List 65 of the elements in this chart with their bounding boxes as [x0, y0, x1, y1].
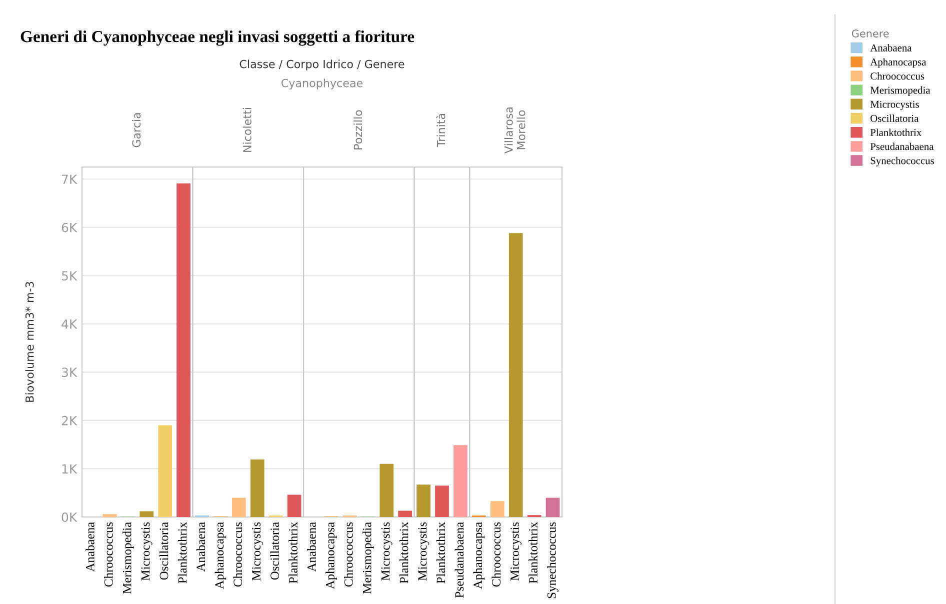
y-tick-label: 5K [62, 271, 78, 281]
x-tick-label: Microcystis [141, 522, 152, 581]
x-tick-label: Chroococcus [344, 522, 353, 587]
x-tick-label: Oscillatoria [159, 522, 168, 580]
category-label: Oscillatoria [870, 114, 919, 122]
x-tick-label: Chroococcus [104, 522, 113, 587]
x-tick-label: Planktothrix [399, 522, 408, 584]
category-label: Merismopedia [870, 86, 930, 96]
y-tick-label: 4K [62, 320, 78, 329]
bar [176, 183, 190, 517]
x-tick-label: Pseudanabaena [454, 522, 464, 598]
bar [398, 510, 412, 517]
x-tick-label: Microcystis [381, 522, 392, 581]
bar [380, 464, 394, 517]
chart-subtitle: Pozzillo [354, 110, 362, 150]
y-tick-label: 0K [62, 512, 78, 522]
bar [158, 425, 172, 517]
x-tick-label: Chroococcus [233, 522, 242, 587]
x-tick-label: Aphanocapsa [473, 522, 485, 590]
y-tick-label: 2K [62, 416, 78, 426]
x-tick-label: Planktothrix [528, 522, 538, 584]
x-tick-label: Anabaena [196, 522, 206, 572]
legend-title: Genere [852, 30, 889, 38]
x-tick-label: Anabaena [86, 522, 94, 572]
category-label: Chroococcus [870, 72, 924, 80]
bar [490, 501, 504, 517]
bar [508, 233, 523, 517]
chart-title: Generi di Cyanophyceae negli invasi soggetti a fioriture [20, 30, 414, 46]
x-tick-label: Aphanocapsa [326, 522, 337, 590]
x-tick-label: Planktothrix [288, 522, 298, 584]
x-tick-label: Anabaena [307, 522, 316, 572]
x-tick-label: Planktothrix [178, 522, 187, 584]
y-tick-label: 3K [62, 368, 78, 378]
chart-subtitle: Garcia [132, 113, 141, 148]
text: Classe / Corpo Idrico / Genere [240, 60, 404, 70]
category-label: Pseudanabaena [870, 142, 934, 150]
bar [102, 514, 117, 517]
bar [287, 494, 302, 517]
category-label: Planktothrix [870, 128, 922, 136]
x-tick-label: Merismopedia [362, 522, 374, 594]
x-tick-label: Merismopedia [122, 522, 134, 594]
category-label: Synechococcus [870, 156, 934, 166]
x-tick-label: Microcystis [510, 522, 522, 581]
bar [250, 460, 264, 517]
x-tick-label: Microcystis [418, 522, 430, 581]
y-tick-label: 1K [62, 464, 78, 474]
chart-subtitle: Nicoletti [242, 108, 252, 152]
category-label: Anabaena [870, 44, 912, 52]
bar [546, 498, 560, 517]
x-tick-label: Synechococcus [547, 522, 558, 598]
category-label: Aphanocapsa [870, 58, 926, 68]
x-tick-label: Chroococcus [492, 522, 501, 587]
y-tick-label: 6K [62, 222, 78, 232]
x-tick-label: Aphanocapsa [214, 522, 226, 590]
text: Cyanophyceae [282, 78, 363, 90]
category-label: Microcystis [870, 100, 919, 110]
x-tick-label: Oscillatoria [270, 522, 279, 580]
y-axis-title: Biovolume mm3* m-3 [25, 282, 34, 402]
x-tick-label: Planktothrix [436, 522, 446, 584]
bar [140, 511, 154, 517]
chart-subtitle: Trinità [436, 114, 446, 148]
y-tick-label: 7K [62, 174, 78, 184]
x-tick-label: Microcystis [252, 522, 264, 581]
bar [232, 498, 246, 517]
chart-subtitle: Villarosa Morello [504, 107, 526, 154]
